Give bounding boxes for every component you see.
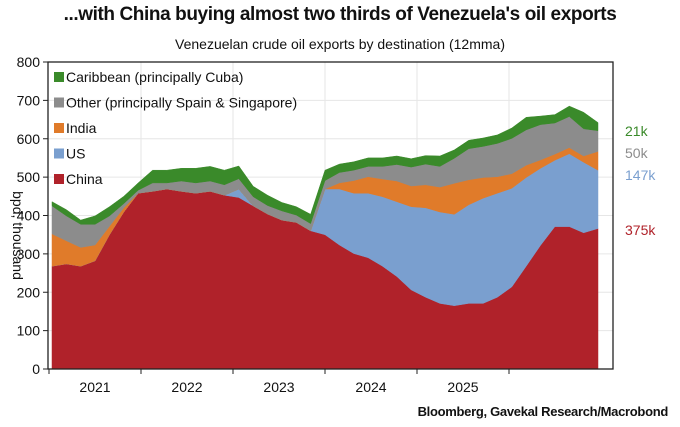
x-tick-label: 2022 (171, 379, 202, 395)
source-note: Bloomberg, Gavekal Research/Macrobond (417, 404, 669, 419)
end-value-labels: 21k 50k 147k 375k (625, 123, 656, 238)
y-tick-label: 500 (17, 169, 41, 185)
legend-label: Other (principally Spain & Singapore) (66, 95, 297, 111)
legend-label: China (66, 171, 103, 187)
x-tick-label: 2023 (263, 379, 294, 395)
legend-swatch (54, 174, 64, 184)
legend-label: Caribbean (principally Cuba) (66, 69, 243, 85)
end-label: 147k (625, 167, 656, 183)
chart-title: ...with China buying almost two thirds o… (63, 4, 617, 25)
y-tick-label: 0 (32, 361, 40, 377)
x-tick-label: 2025 (447, 379, 478, 395)
legend-swatch (54, 97, 64, 108)
area-caribbean (51, 105, 599, 225)
y-axis-label: bpd, thousand (10, 191, 26, 280)
chart-subtitle: Venezuelan crude oil exports by destinat… (175, 36, 505, 52)
x-tick-label: 2021 (79, 379, 110, 395)
legend-label: India (66, 120, 97, 136)
legend-label: US (66, 146, 85, 162)
legend-swatch (54, 123, 64, 133)
stacked-areas (51, 105, 599, 370)
end-label: 375k (625, 222, 656, 238)
legend: Caribbean (principally Cuba) Other (princ… (54, 69, 297, 187)
end-label: 50k (625, 145, 649, 161)
x-tick-label: 2024 (355, 379, 386, 395)
y-axis: 0 100 200 300 400 500 600 700 800 (17, 54, 48, 377)
y-tick-label: 400 (17, 208, 41, 224)
y-tick-label: 200 (17, 284, 41, 300)
y-tick-label: 800 (17, 54, 41, 70)
y-tick-label: 600 (17, 131, 41, 147)
legend-swatch (54, 72, 64, 82)
y-tick-label: 100 (17, 323, 41, 339)
y-tick-label: 700 (17, 92, 41, 108)
end-label: 21k (625, 123, 649, 139)
y-tick-label: 300 (17, 246, 41, 262)
legend-swatch (54, 148, 64, 159)
x-axis: 2021 2022 2023 2024 2025 (48, 369, 510, 395)
